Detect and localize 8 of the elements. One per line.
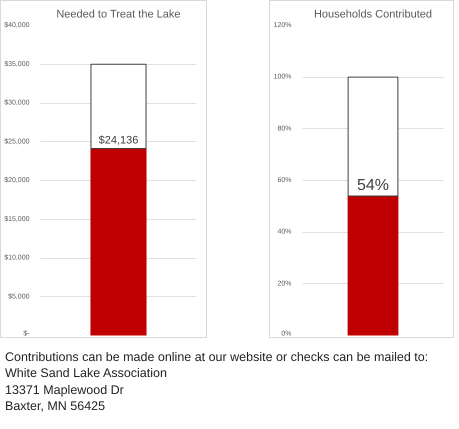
- text: 13371 Maplewood Dr: [5, 382, 124, 396]
- chart-title: Needed to Treat the Lake: [56, 8, 180, 20]
- text: Baxter, MN 56425: [5, 398, 106, 413]
- data-label: 54%: [356, 177, 390, 194]
- text: White Sand Lake Association: [5, 366, 167, 380]
- text: Contributions can be made online at our website or checks can be mailed to:: [5, 350, 428, 364]
- chart-title: Households Contributed: [314, 8, 432, 20]
- data-label: $24,136: [98, 134, 138, 146]
